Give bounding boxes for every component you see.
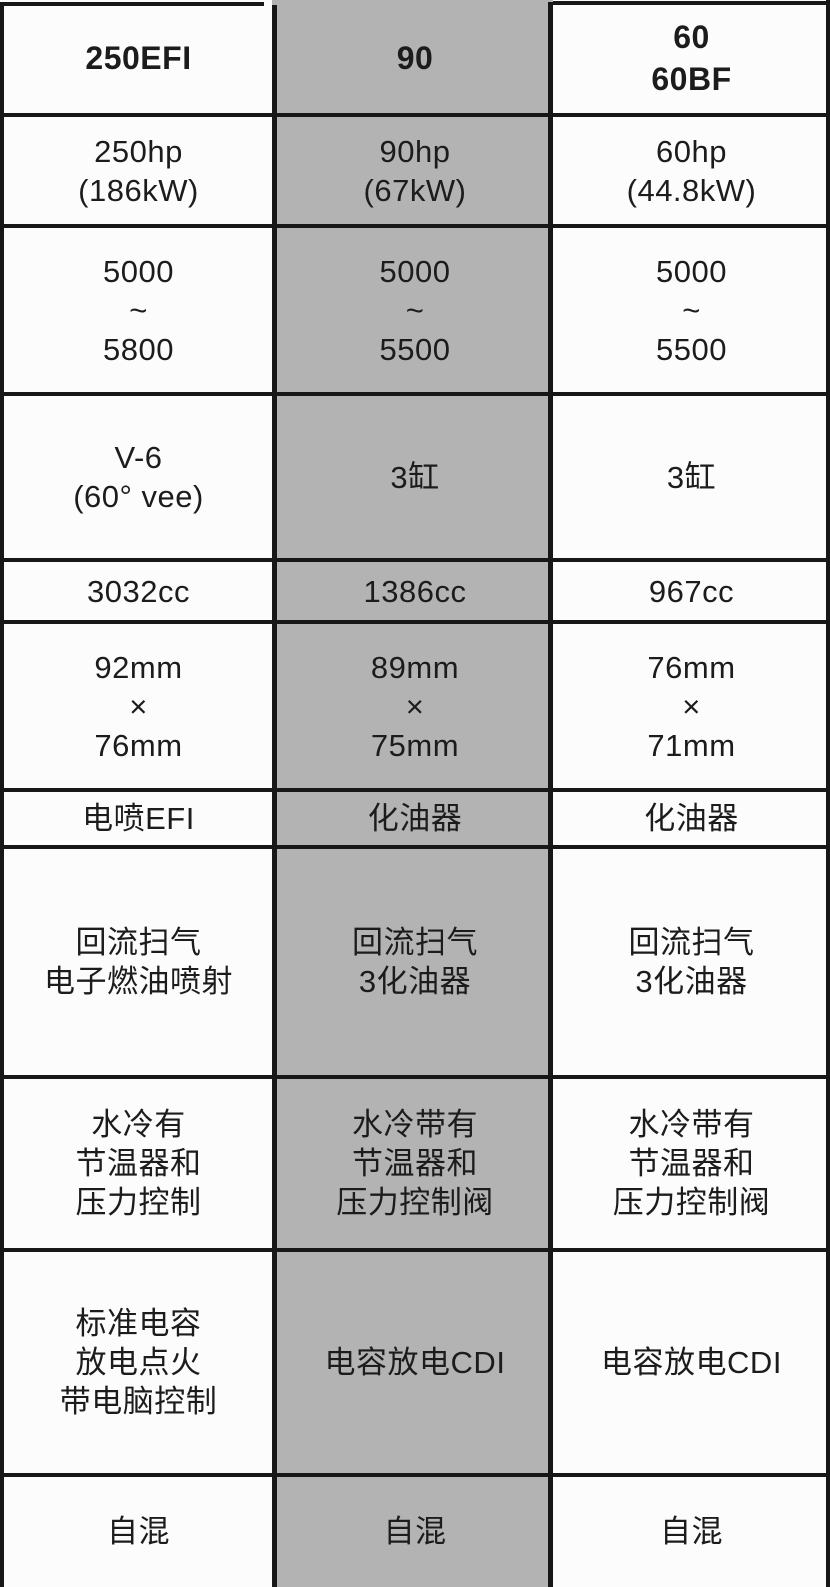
cell-induction-250efi: 回流扫气 电子燃油喷射 bbox=[44, 925, 233, 999]
row-separator-4 bbox=[0, 558, 830, 562]
cell-ignition-90: 电容放电CDI bbox=[324, 1345, 506, 1380]
row-separator-8 bbox=[0, 1075, 830, 1079]
highlighted-column-background bbox=[272, 0, 553, 1587]
cell-rpm-60: 5000 ~ 5500 bbox=[656, 253, 727, 367]
cell-cooling-60: 水冷带有 节温器和 压力控制阀 bbox=[612, 1107, 771, 1220]
header-90: 90 bbox=[396, 39, 434, 76]
cell-oil-mixing-250efi: 自混 bbox=[107, 1513, 170, 1549]
cell-displacement-60: 967cc bbox=[648, 573, 735, 609]
cell-rpm-250efi: 5000 ~ 5800 bbox=[103, 253, 174, 367]
row-separator-10 bbox=[0, 1473, 830, 1477]
cell-induction-90: 回流扫气 3化油器 bbox=[352, 925, 478, 999]
row-separator-7 bbox=[0, 845, 830, 849]
cell-rpm-90: 5000 ~ 5500 bbox=[379, 253, 451, 367]
cell-power-60: 60hp (44.8kW) bbox=[626, 133, 757, 208]
row-separator-3 bbox=[0, 392, 830, 396]
cell-ignition-250efi: 标准电容 放电点火 带电脑控制 bbox=[59, 1306, 218, 1419]
row-separator-5 bbox=[0, 620, 830, 624]
border-top-left-segment bbox=[0, 2, 264, 6]
cell-induction-60: 回流扫气 3化油器 bbox=[628, 925, 755, 999]
row-separator-1 bbox=[0, 113, 830, 117]
header-60-60bf: 60 60BF bbox=[651, 18, 732, 97]
border-top-right-segment bbox=[553, 1, 830, 5]
row-separator-2 bbox=[0, 224, 830, 228]
cell-bore-stroke-250efi: 92mm × 76mm bbox=[94, 649, 183, 763]
cell-oil-mixing-60: 自混 bbox=[660, 1513, 723, 1549]
row-separator-9 bbox=[0, 1248, 830, 1252]
row-separator-6 bbox=[0, 788, 830, 792]
border-left bbox=[0, 2, 4, 1587]
cell-cooling-250efi: 水冷有 节温器和 压力控制 bbox=[75, 1107, 202, 1220]
cell-power-90: 90hp (67kW) bbox=[363, 133, 467, 208]
cell-fuel-system-90: 化油器 bbox=[367, 801, 463, 836]
cell-cooling-90: 水冷带有 节温器和 压力控制阀 bbox=[336, 1107, 494, 1220]
cell-bore-stroke-90: 89mm × 75mm bbox=[370, 649, 460, 763]
cell-displacement-90: 1386cc bbox=[363, 573, 467, 609]
cell-fuel-system-250efi: 电喷EFI bbox=[82, 801, 195, 836]
cell-power-250efi: 250hp (186kW) bbox=[78, 133, 199, 208]
cell-fuel-system-60: 化油器 bbox=[644, 801, 739, 836]
cell-cylinders-250efi: V-6 (60° vee) bbox=[73, 440, 204, 514]
cell-ignition-60: 电容放电CDI bbox=[601, 1345, 782, 1380]
cell-oil-mixing-90: 自混 bbox=[383, 1513, 447, 1549]
cell-cylinders-60: 3缸 bbox=[666, 459, 717, 495]
cell-bore-stroke-60: 76mm × 71mm bbox=[647, 649, 736, 763]
cell-displacement-250efi: 3032cc bbox=[87, 573, 190, 609]
header-250efi: 250EFI bbox=[85, 39, 192, 76]
cell-cylinders-90: 3缸 bbox=[390, 459, 440, 495]
border-right bbox=[826, 0, 830, 1587]
border-col1-col2 bbox=[272, 5, 277, 1587]
border-col2-col3 bbox=[548, 2, 553, 1587]
